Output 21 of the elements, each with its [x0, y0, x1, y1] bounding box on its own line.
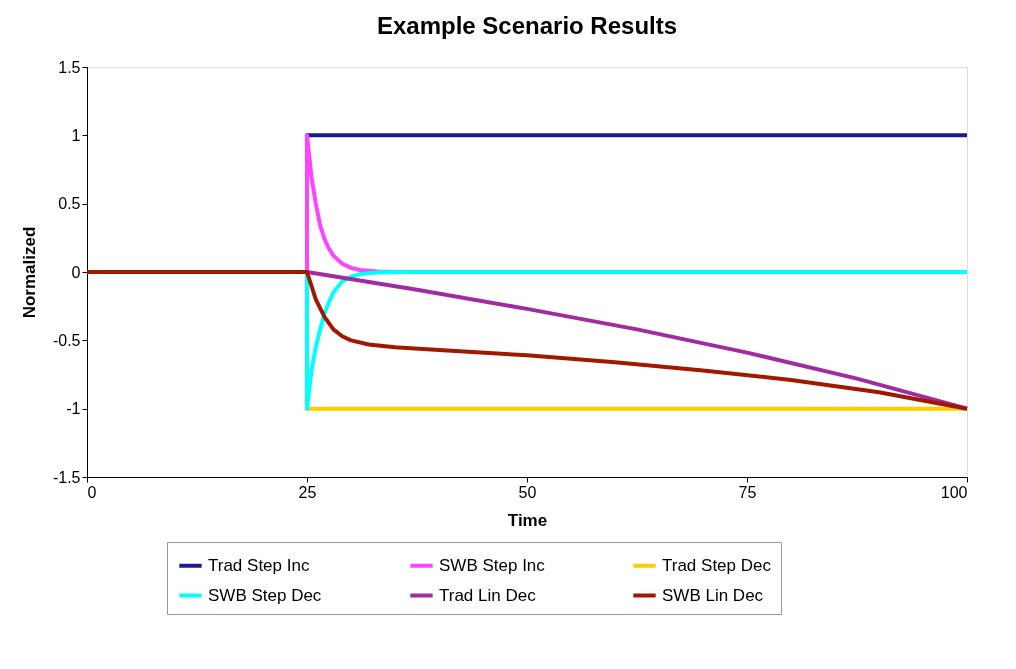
y-tick-label: 0.5: [58, 195, 81, 213]
legend-label: SWB Step Inc: [439, 555, 546, 575]
legend-label: Trad Step Dec: [662, 555, 772, 575]
y-tick-label: 1: [71, 126, 81, 144]
y-tick-label: 1.5: [58, 58, 81, 76]
y-tick-label: -1: [66, 400, 81, 418]
y-axis-title: Normalized: [19, 226, 39, 319]
x-tick-label: 0: [87, 483, 97, 501]
x-axis-title: Time: [507, 510, 548, 530]
x-tick-label: 100: [940, 483, 968, 501]
legend-label: SWB Lin Dec: [662, 585, 764, 605]
chart-title: Example Scenario Results: [376, 12, 678, 39]
y-tick-label: -0.5: [52, 331, 81, 349]
legend-label: Trad Lin Dec: [439, 585, 537, 605]
y-tick-label: -1.5: [52, 468, 81, 486]
legend-label: Trad Step Inc: [208, 555, 310, 575]
x-tick-label: 75: [738, 483, 757, 501]
legend-label: SWB Step Dec: [208, 585, 322, 605]
x-tick-label: 25: [298, 483, 317, 501]
y-tick-label: 0: [71, 263, 81, 281]
x-tick-label: 50: [518, 483, 537, 501]
